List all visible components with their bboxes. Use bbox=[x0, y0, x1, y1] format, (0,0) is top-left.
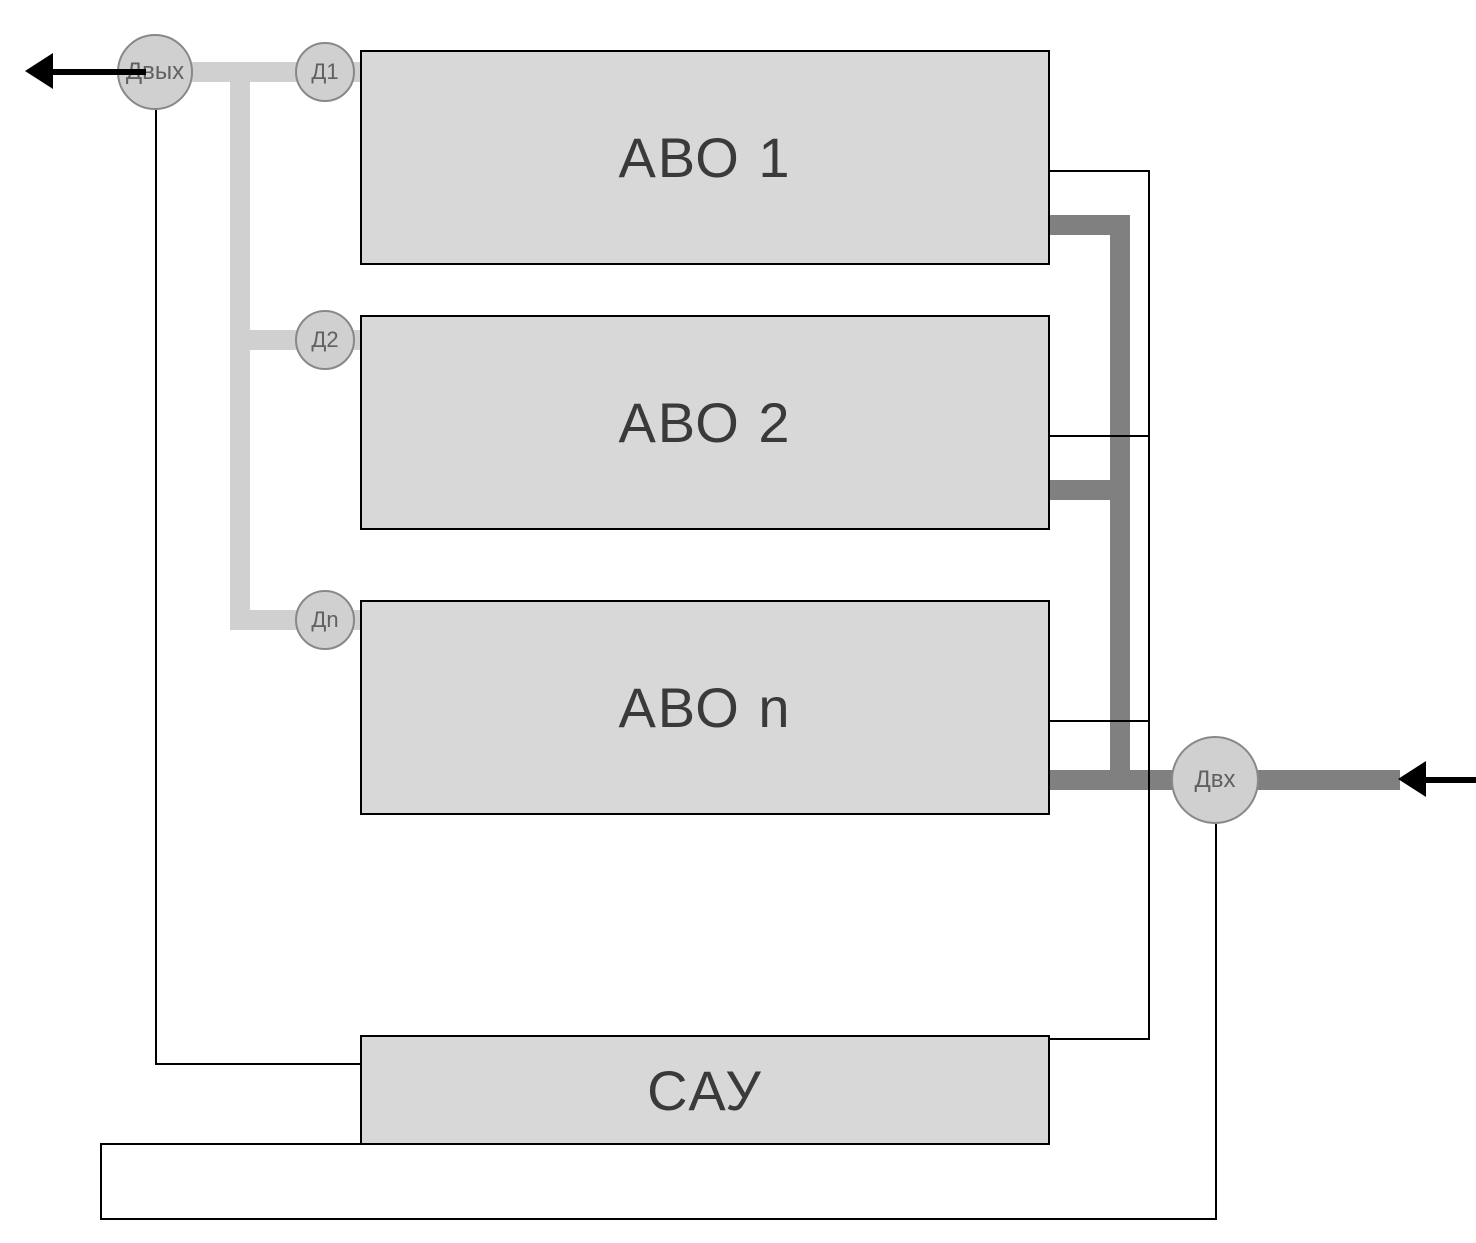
sensor-d1-label: Д1 bbox=[311, 59, 338, 85]
signal-line-7 bbox=[1215, 824, 1217, 1220]
signal-line-3 bbox=[1148, 170, 1150, 1040]
signal-line-9 bbox=[100, 1143, 102, 1220]
dark-pipe-seg-3 bbox=[1110, 215, 1130, 790]
arrow-in-head bbox=[1398, 761, 1426, 797]
abo-1-block: АВО 1 bbox=[360, 50, 1050, 265]
signal-line-2 bbox=[1050, 720, 1150, 722]
sensor-d2-label: Д2 bbox=[311, 327, 338, 353]
arrow-in-stem bbox=[1424, 777, 1476, 783]
arrow-out-stem bbox=[51, 69, 146, 75]
arrow-out-head bbox=[25, 53, 53, 89]
sensor-d1: Д1 bbox=[295, 42, 355, 102]
abo-n-label: АВО n bbox=[618, 675, 791, 740]
sensor-dn: Дn bbox=[295, 590, 355, 650]
sau-block: САУ bbox=[360, 1035, 1050, 1145]
signal-line-6 bbox=[155, 1063, 362, 1065]
abo-n-block: АВО n bbox=[360, 600, 1050, 815]
signal-line-5 bbox=[155, 110, 157, 1065]
abo-2-block: АВО 2 bbox=[360, 315, 1050, 530]
signal-line-4 bbox=[1050, 1038, 1150, 1040]
signal-line-8 bbox=[100, 1218, 1217, 1220]
signal-line-0 bbox=[1050, 170, 1150, 172]
signal-line-1 bbox=[1050, 435, 1150, 437]
sau-label: САУ bbox=[647, 1058, 763, 1123]
sensor-dn-label: Дn bbox=[311, 607, 338, 633]
sensor-dvh: Двх bbox=[1171, 736, 1259, 824]
abo-1-label: АВО 1 bbox=[618, 125, 791, 190]
signal-line-10 bbox=[100, 1143, 362, 1145]
sensor-dvh-label: Двх bbox=[1194, 766, 1235, 794]
abo-2-label: АВО 2 bbox=[618, 390, 791, 455]
dark-pipe-seg-4 bbox=[1255, 770, 1400, 790]
sensor-d2: Д2 bbox=[295, 310, 355, 370]
